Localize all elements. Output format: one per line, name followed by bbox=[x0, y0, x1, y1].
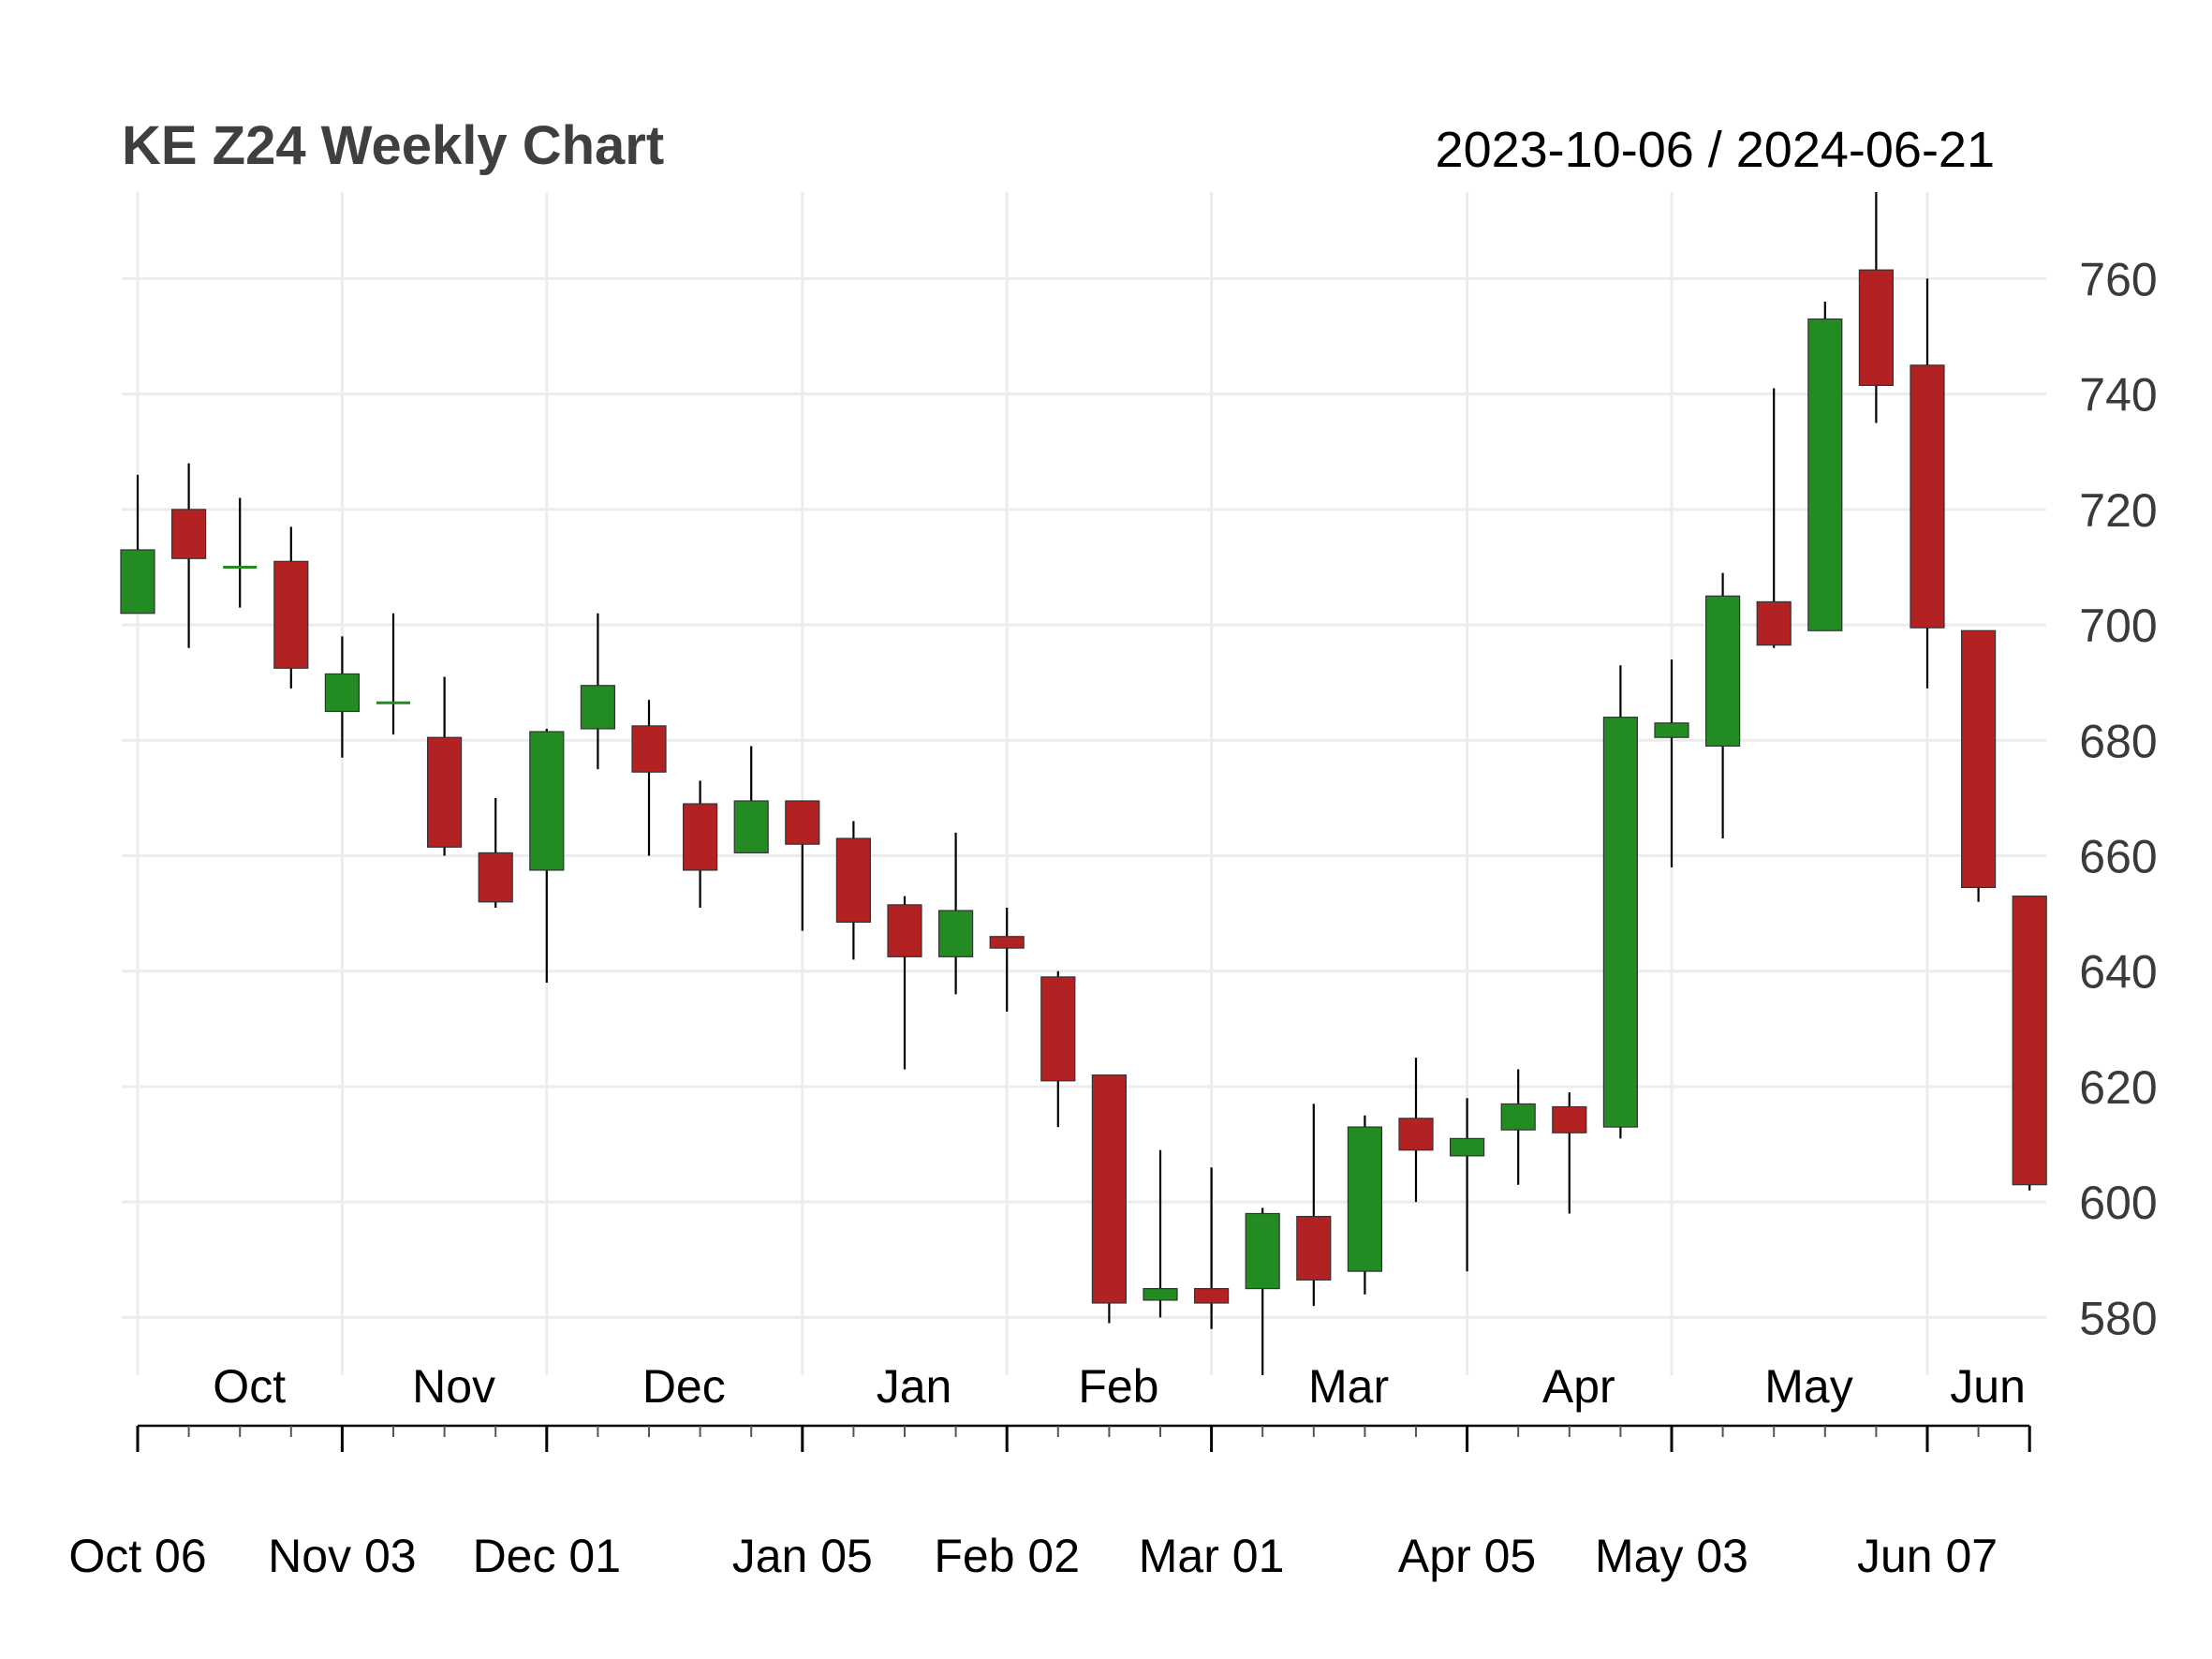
x-axis: Oct 06 Nov 03 Dec 01 Jan 05 Feb 02 Mar 01 Apr … bbox=[68, 1424, 2031, 1582]
candle-body-up bbox=[1654, 722, 1689, 738]
y-tick-label: 760 bbox=[2079, 253, 2157, 305]
y-axis: 580 600 620 640 660 680 700 720 740 760 bbox=[2079, 253, 2157, 1344]
y-tick-label: 580 bbox=[2079, 1292, 2157, 1344]
candle-body-down bbox=[171, 509, 207, 559]
candle-body-up bbox=[580, 685, 616, 730]
y-tick-label: 600 bbox=[2079, 1177, 2157, 1229]
y-tick-label: 700 bbox=[2079, 600, 2157, 652]
candle-body-down bbox=[273, 560, 309, 669]
candle-body-up bbox=[733, 800, 769, 854]
date-range: 2023-10-06 / 2024-06-21 bbox=[1436, 122, 1995, 178]
month-label: Oct bbox=[213, 1360, 286, 1413]
candle-body-down bbox=[1193, 1287, 1230, 1304]
candle-body-down bbox=[631, 725, 667, 773]
month-label: Apr bbox=[1542, 1360, 1615, 1413]
candle-body-down bbox=[1756, 600, 1792, 646]
month-label: Jun bbox=[1950, 1360, 2026, 1413]
candle-body-down bbox=[2012, 896, 2047, 1186]
candle-wicks bbox=[136, 192, 2031, 1375]
candle-bodies bbox=[120, 269, 2047, 1304]
x-date-label: Jun 07 bbox=[1857, 1530, 1998, 1582]
candle-body-down bbox=[1398, 1118, 1434, 1151]
candle-body-down bbox=[1091, 1074, 1128, 1304]
month-label: Jan bbox=[877, 1360, 952, 1413]
candle-body-up bbox=[1500, 1103, 1536, 1131]
month-label: May bbox=[1764, 1360, 1852, 1413]
candle-body-up bbox=[1807, 318, 1843, 631]
candle-body-down bbox=[1910, 364, 1945, 629]
candle-body-down bbox=[427, 736, 463, 848]
x-date-label: Apr 05 bbox=[1398, 1530, 1536, 1582]
y-tick-label: 660 bbox=[2079, 831, 2157, 883]
candle-body-down bbox=[1858, 269, 1895, 386]
month-label: Dec bbox=[642, 1360, 726, 1413]
candle-body-down bbox=[887, 904, 922, 957]
candle-body-down bbox=[1552, 1105, 1587, 1133]
month-labels: Oct Nov Dec Jan Feb Mar Apr May Jun bbox=[213, 1360, 2026, 1413]
y-tick-label: 680 bbox=[2079, 715, 2157, 767]
candle-body-up bbox=[1143, 1287, 1178, 1301]
candle-body-down bbox=[478, 852, 513, 903]
candle-body-up bbox=[529, 731, 565, 871]
x-date-label: Nov 03 bbox=[268, 1530, 416, 1582]
grid-lines bbox=[122, 192, 2046, 1375]
x-date-label: Feb 02 bbox=[934, 1530, 1080, 1582]
y-tick-label: 620 bbox=[2079, 1061, 2157, 1114]
candle-body-down bbox=[1961, 630, 1997, 888]
month-label: Mar bbox=[1308, 1360, 1389, 1413]
candle-body-down bbox=[1296, 1215, 1332, 1281]
y-tick-label: 640 bbox=[2079, 946, 2157, 999]
candle-body-up bbox=[1449, 1137, 1485, 1157]
candle-body-down bbox=[1040, 976, 1076, 1082]
x-date-label: Jan 05 bbox=[732, 1530, 873, 1582]
chart-title: KE Z24 Weekly Chart bbox=[122, 115, 664, 176]
candle-body-down bbox=[785, 800, 820, 845]
candle-body-up bbox=[1245, 1212, 1280, 1290]
month-label: Feb bbox=[1078, 1360, 1158, 1413]
candle-body-down bbox=[989, 936, 1025, 949]
y-tick-label: 740 bbox=[2079, 369, 2157, 422]
y-tick-label: 720 bbox=[2079, 484, 2157, 537]
candle-body-down bbox=[835, 837, 872, 923]
candle-body-up bbox=[1602, 717, 1639, 1128]
x-date-label: Mar 01 bbox=[1139, 1530, 1285, 1582]
candle-body-up bbox=[120, 549, 155, 615]
candle-body-up bbox=[937, 910, 974, 957]
candle-body-up bbox=[324, 673, 360, 713]
x-date-label: Oct 06 bbox=[68, 1530, 206, 1582]
month-label: Nov bbox=[412, 1360, 495, 1413]
candle-body-down bbox=[682, 803, 718, 871]
candle-body-up bbox=[1704, 595, 1741, 748]
x-date-label: Dec 01 bbox=[473, 1530, 621, 1582]
x-date-label: May 03 bbox=[1595, 1530, 1748, 1582]
candle-body-up bbox=[1347, 1126, 1383, 1272]
